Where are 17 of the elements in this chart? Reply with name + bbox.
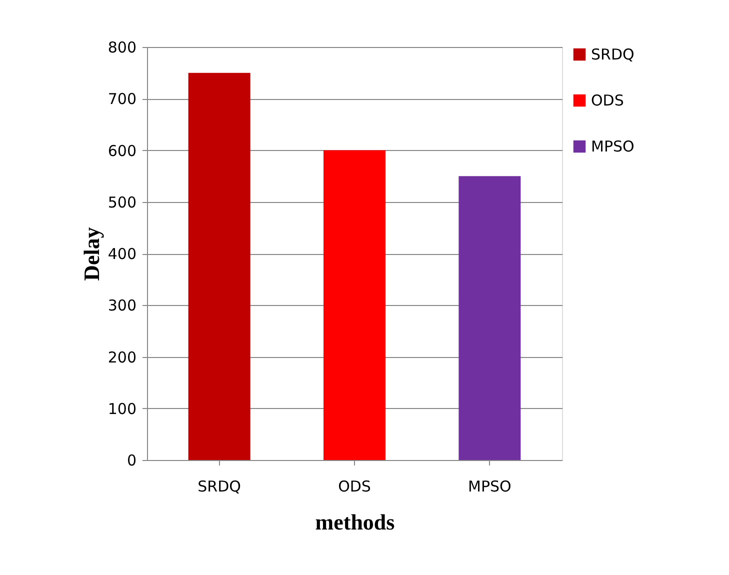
y-tick-label: 600 xyxy=(108,142,136,160)
x-tick-label: SRDQ xyxy=(198,478,241,496)
y-axis-title: Delay xyxy=(78,227,104,281)
x-tick-label: MPSO xyxy=(468,478,512,496)
legend-label: SRDQ xyxy=(591,46,634,64)
y-tick-label: 100 xyxy=(108,400,136,418)
y-tick-label: 500 xyxy=(108,193,136,212)
x-tick-label: ODS xyxy=(338,478,371,496)
legend-label: ODS xyxy=(591,92,624,110)
y-tick-label: 200 xyxy=(108,348,136,366)
y-tick-label: 800 xyxy=(108,38,136,56)
y-tick-label: 400 xyxy=(108,245,136,263)
y-tick-label: 300 xyxy=(108,296,136,315)
y-tick-label: 700 xyxy=(108,90,136,108)
legend-label: MPSO xyxy=(591,138,634,156)
y-tick-label: 0 xyxy=(126,452,136,470)
x-axis-title: methods xyxy=(315,510,396,534)
